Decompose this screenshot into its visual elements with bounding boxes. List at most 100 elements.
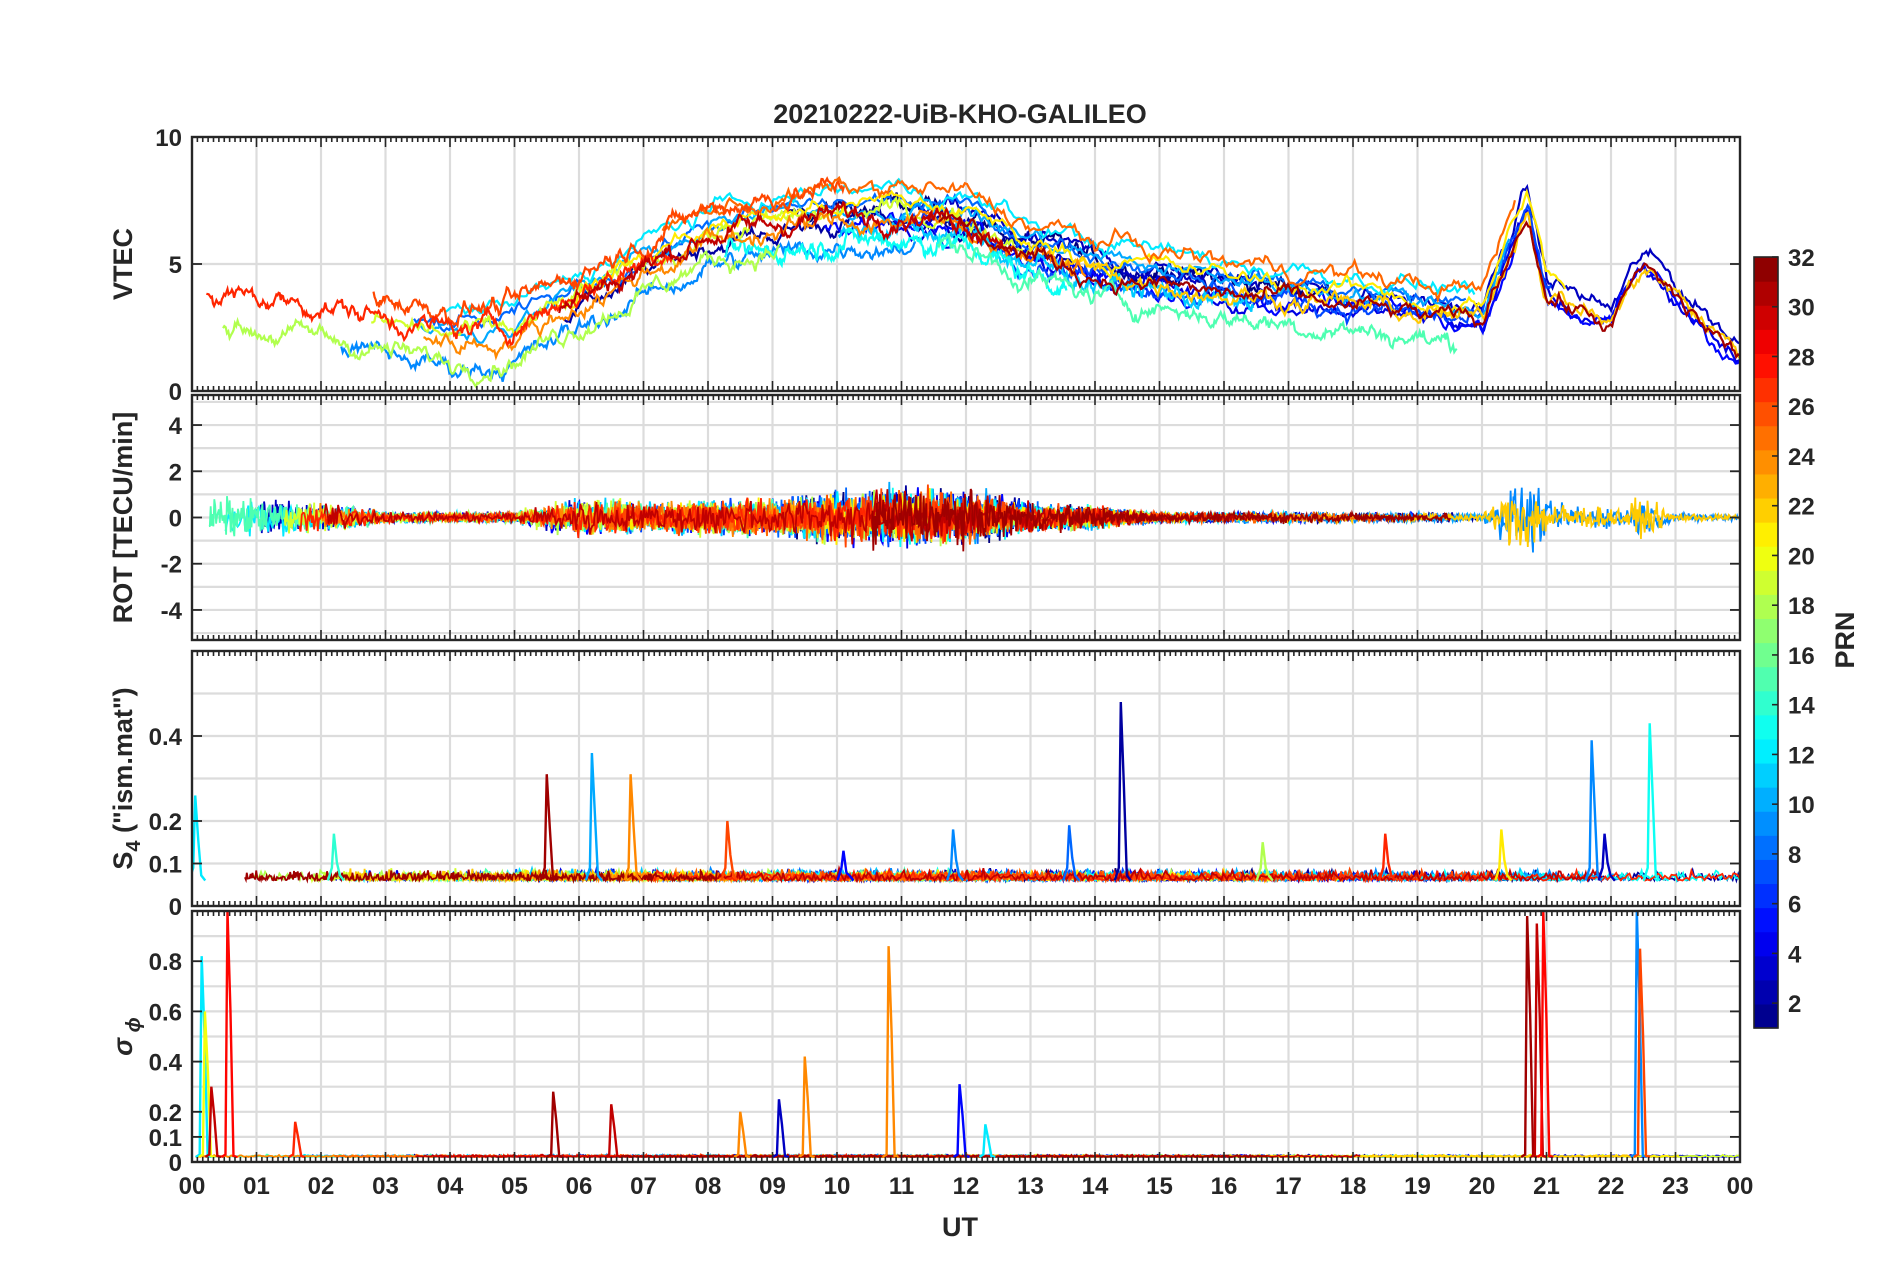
peak-prn-31 <box>539 774 558 882</box>
peak-prn-24 <box>733 1111 751 1159</box>
colorbar-segment <box>1754 473 1778 499</box>
colorbar-segment <box>1754 714 1778 740</box>
colorbar-segment <box>1754 907 1778 933</box>
colorbar-segment <box>1754 835 1778 860</box>
y-tick-label: 0.1 <box>149 852 182 879</box>
colorbar-tick-label: 30 <box>1788 295 1815 322</box>
colorbar-tick-label: 28 <box>1788 344 1815 371</box>
colorbar-tick-label: 10 <box>1788 792 1815 819</box>
y-tick-label: 0.4 <box>149 724 183 751</box>
ticks <box>191 651 1741 907</box>
y-tick-label: 0.2 <box>149 1100 182 1127</box>
colorbar-tick-label: 18 <box>1788 593 1815 620</box>
x-tick-label: 12 <box>953 1173 980 1200</box>
peak-prn-27 <box>1378 833 1397 882</box>
peak-prn-8 <box>1062 825 1081 882</box>
y-tick-label: 4 <box>169 413 183 440</box>
series-line-prn-9 <box>340 239 917 382</box>
colorbar-segment <box>1754 1003 1778 1029</box>
x-tick-label: 06 <box>566 1173 593 1200</box>
y-tick-label: -4 <box>161 598 183 625</box>
peak-prn-30 <box>204 1086 222 1159</box>
y-tick-label: 0.1 <box>149 1125 182 1152</box>
panel-vtec: 0 5 10 VTEC <box>108 125 1742 406</box>
y-tick-label: 0.6 <box>149 999 182 1026</box>
x-tick-label: 07 <box>630 1173 657 1200</box>
x-tick-label: 03 <box>372 1173 399 1200</box>
series-line-prn-12 <box>444 177 1476 316</box>
peak-prn-12 <box>978 1124 996 1159</box>
y-tick-label: 10 <box>155 125 182 152</box>
colorbar-segment <box>1754 425 1778 451</box>
panel-sigma-phi: 00.10.2 0.4 0.6 0.8 σ ϕ <box>108 909 1742 1177</box>
colorbar-segment <box>1754 738 1778 764</box>
x-tick-label: 22 <box>1598 1173 1625 1200</box>
grid <box>192 651 1740 906</box>
colorbar-segment <box>1754 955 1778 981</box>
peak-prn-3 <box>1597 833 1616 882</box>
colorbar-segment <box>1754 762 1778 788</box>
colorbar-tick-label: 14 <box>1788 693 1815 720</box>
peak-prn-18 <box>1255 842 1274 882</box>
x-tick-label: 02 <box>308 1173 335 1200</box>
y-axis-label: S4 ("ism.mat") <box>108 687 145 869</box>
peak-prn-30 <box>1530 923 1548 1159</box>
peak-prn-20 <box>198 1011 216 1159</box>
ticks <box>191 395 1741 640</box>
series-group <box>192 701 1740 885</box>
series-line-prn-21 <box>553 188 1567 315</box>
x-tick-label: 17 <box>1275 1173 1302 1200</box>
series-line-prn-30 <box>558 200 1011 314</box>
y-axis-label: ROT [TECU/min] <box>108 412 138 623</box>
x-tick-label: 05 <box>501 1173 528 1200</box>
colorbar-segment <box>1754 377 1778 403</box>
y-tick-label: -2 <box>161 552 182 579</box>
colorbar-segment <box>1754 859 1778 885</box>
peak-prn-5 <box>836 850 855 882</box>
x-tick-label: 19 <box>1404 1173 1431 1200</box>
y-tick-label: 2 <box>169 459 182 486</box>
x-axis-label: UT <box>942 1212 978 1242</box>
peak-prn-9 <box>1630 911 1648 1159</box>
colorbar-segment <box>1754 666 1778 692</box>
colorbar-segment <box>1754 811 1778 836</box>
series-line-prn-25 <box>661 175 1516 304</box>
x-tick-label: 14 <box>1082 1173 1109 1200</box>
colorbar-segment <box>1754 522 1778 547</box>
series-line-prn-26 <box>372 176 845 329</box>
x-tick-label: 23 <box>1662 1173 1689 1200</box>
x-tick-label: 15 <box>1146 1173 1173 1200</box>
x-axis: 00 01 02 03 04 05 06 07 08 09 10 11 12 13 14 15 16 17 18 19… <box>179 1173 1754 1200</box>
colorbar-segment <box>1754 281 1778 306</box>
peak-prn-28 <box>1536 911 1554 1159</box>
colorbar-tick-label: 4 <box>1788 941 1802 968</box>
colorbar-tick-label: 26 <box>1788 394 1815 421</box>
colorbar-segment <box>1754 979 1778 1005</box>
x-tick-label: 18 <box>1340 1173 1367 1200</box>
series-line-prn-18 <box>222 244 781 390</box>
series-line-prn-31 <box>871 488 1452 552</box>
colorbar-tick-label: 20 <box>1788 543 1815 570</box>
y-tick-label: 5 <box>169 252 182 279</box>
x-tick-label: 21 <box>1533 1173 1560 1200</box>
peak-prn-31 <box>546 1091 564 1159</box>
colorbar-tick-label: 12 <box>1788 742 1815 769</box>
colorbar-segment <box>1754 305 1778 330</box>
x-tick-label: 04 <box>437 1173 464 1200</box>
y-tick-label: 0 <box>169 1150 182 1177</box>
grid <box>192 137 1740 391</box>
peak-prn-13 <box>1642 723 1661 882</box>
peak-prn-27 <box>288 1121 306 1159</box>
figure-title: 20210222-UiB-KHO-GALILEO <box>773 99 1147 129</box>
y-tick-label: 0 <box>169 894 182 921</box>
peak-prn-24 <box>623 774 642 882</box>
peak-prn-30 <box>604 1104 622 1159</box>
series-group <box>205 175 1740 390</box>
series-line-prn-27 <box>205 253 674 348</box>
colorbar-tick-label: 2 <box>1788 991 1801 1018</box>
colorbar-segment <box>1754 594 1778 620</box>
y-tick-label: 0.2 <box>149 809 182 836</box>
